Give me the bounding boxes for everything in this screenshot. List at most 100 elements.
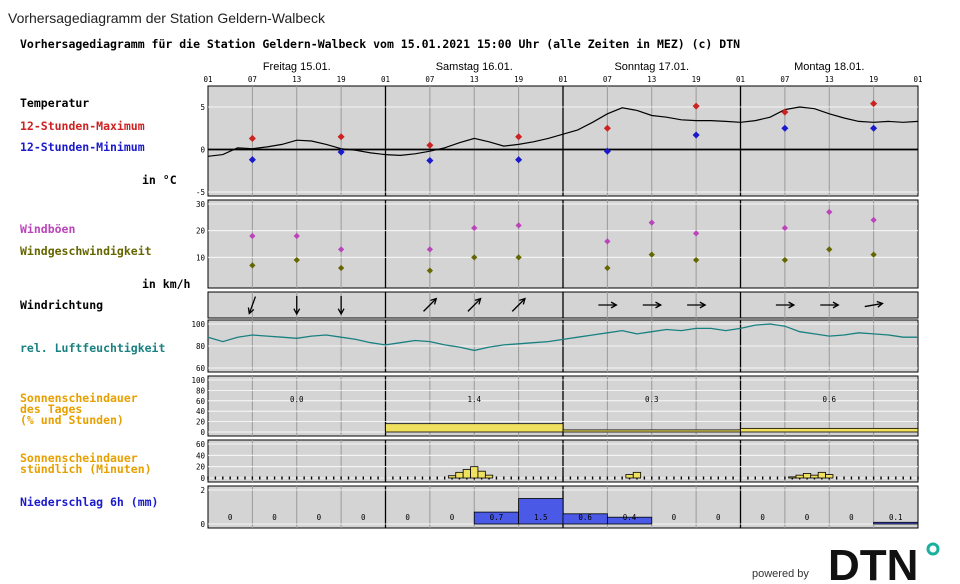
hour-dot [739, 476, 742, 480]
hour-dot [429, 476, 431, 480]
hour-dot [606, 476, 609, 480]
y-tick-label: -5 [196, 188, 205, 197]
hour-dot [651, 476, 653, 480]
hour-tick-label: 07 [603, 75, 612, 84]
hour-dot [347, 476, 350, 480]
hour-tick-label: 13 [292, 75, 301, 84]
hour-dot [909, 476, 912, 480]
wind-arrow [511, 297, 526, 312]
hour-tick-label: 01 [736, 75, 745, 84]
y-tick-label: 80 [196, 386, 206, 395]
hour-dot [303, 476, 305, 480]
precip-label: 0 [361, 513, 366, 522]
max-temp-point [426, 141, 434, 149]
hour-dot [621, 476, 623, 480]
label-min: 12-Stunden-Minimum [20, 140, 145, 154]
y-tick-label: 0 [200, 428, 205, 437]
sunshine-day-bar [562, 429, 741, 433]
y-tick-label: 40 [196, 407, 206, 416]
sunshine-hour-bar [795, 474, 804, 479]
sunshine-day-bar [740, 427, 919, 433]
windspeed-point [471, 254, 478, 261]
hour-dot [495, 476, 498, 480]
svg-text:DTN: DTN [828, 541, 918, 584]
hour-dot [222, 476, 224, 480]
day-label: Freitag 15.01. [263, 61, 331, 73]
wind-arrow [293, 296, 301, 316]
sunshine-hour-bar [484, 474, 494, 479]
hour-dot [599, 476, 601, 480]
hour-dot [540, 476, 542, 480]
sunshine-hour-bar [477, 470, 486, 479]
hour-dot [281, 476, 283, 480]
label-sonne-tag: Sonnenscheindauer [20, 391, 138, 405]
wind-arrow [820, 301, 840, 309]
hour-dot [436, 476, 438, 480]
hour-dot [680, 476, 683, 480]
hour-dot [325, 476, 328, 480]
y-tick-label: 10 [196, 253, 206, 262]
dtn-logo: DTN [828, 541, 940, 584]
hour-dot [532, 476, 535, 480]
wind-arrow-head [655, 301, 663, 309]
y-tick-label: 40 [196, 451, 206, 460]
min-temp-point [337, 148, 345, 156]
max-temp-point [515, 133, 523, 141]
precip-label: 0.6 [578, 513, 592, 522]
sunshine-hour-bar [825, 474, 834, 479]
sunshine-day-bar [385, 423, 564, 433]
precip-label: 0 [405, 513, 410, 522]
sunshine-hour-bar [470, 466, 479, 479]
hour-dot [569, 476, 572, 480]
hour-dot [917, 476, 919, 480]
label-max: 12-Stunden-Maximum [20, 119, 145, 133]
y-tick-label: 0 [200, 520, 205, 529]
hour-tick-label: 19 [337, 75, 346, 84]
hour-dot [880, 476, 882, 480]
temperature-line [207, 106, 919, 157]
hour-dot [665, 476, 668, 480]
precip-label: 0 [450, 513, 455, 522]
sunshine-hour-bar [802, 473, 812, 479]
wind-arrow [642, 301, 663, 309]
y-tick-label: 20 [196, 463, 206, 472]
humidity-line [207, 323, 918, 352]
y-tick-label: 2 [200, 486, 205, 495]
label-sonne-tag-3: (% und Stunden) [20, 413, 124, 427]
label-unit-c: in °C [142, 173, 177, 187]
label-feuchte: rel. Luftfeuchtigkeit [20, 341, 165, 355]
sunshine-day-label: 1.4 [467, 395, 481, 404]
hour-dot [251, 476, 254, 480]
wind-arrow-shaft [864, 302, 883, 308]
min-temp-point [603, 147, 611, 155]
hour-dot [902, 476, 904, 480]
label-temperatur: Temperatur [20, 96, 89, 110]
hour-dot [688, 476, 690, 480]
hour-tick-label: 07 [425, 75, 434, 84]
hour-tick-label: 13 [470, 75, 479, 84]
hour-tick-label: 01 [558, 75, 567, 84]
sunshine-hour-bar [788, 476, 797, 479]
hour-dot [362, 476, 365, 480]
min-temp-point [426, 157, 434, 165]
precip-label: 0 [672, 513, 677, 522]
sunshine-hour-bar [455, 471, 464, 479]
precip-bar [518, 498, 564, 525]
hour-dot [414, 476, 416, 480]
chart-header: Vorhersagediagramm für die Station Gelde… [20, 37, 740, 51]
y-tick-label: 60 [196, 364, 206, 373]
max-temp-point [603, 124, 611, 132]
hour-dot [266, 476, 268, 480]
hour-dot [392, 476, 394, 480]
wind-arrow-head [337, 308, 345, 316]
hour-dot [406, 476, 409, 480]
y-tick-label: 20 [196, 227, 206, 236]
precip-label: 0.1 [889, 513, 903, 522]
gust-point [249, 232, 256, 240]
y-tick-label: 5 [200, 103, 205, 112]
label-unit-kmh: in km/h [142, 277, 191, 291]
hour-dot [229, 476, 231, 480]
hour-dot [858, 476, 860, 480]
meteogram: Vorhersagediagramm für die Station Gelde… [20, 37, 923, 529]
hour-dot [399, 476, 401, 480]
